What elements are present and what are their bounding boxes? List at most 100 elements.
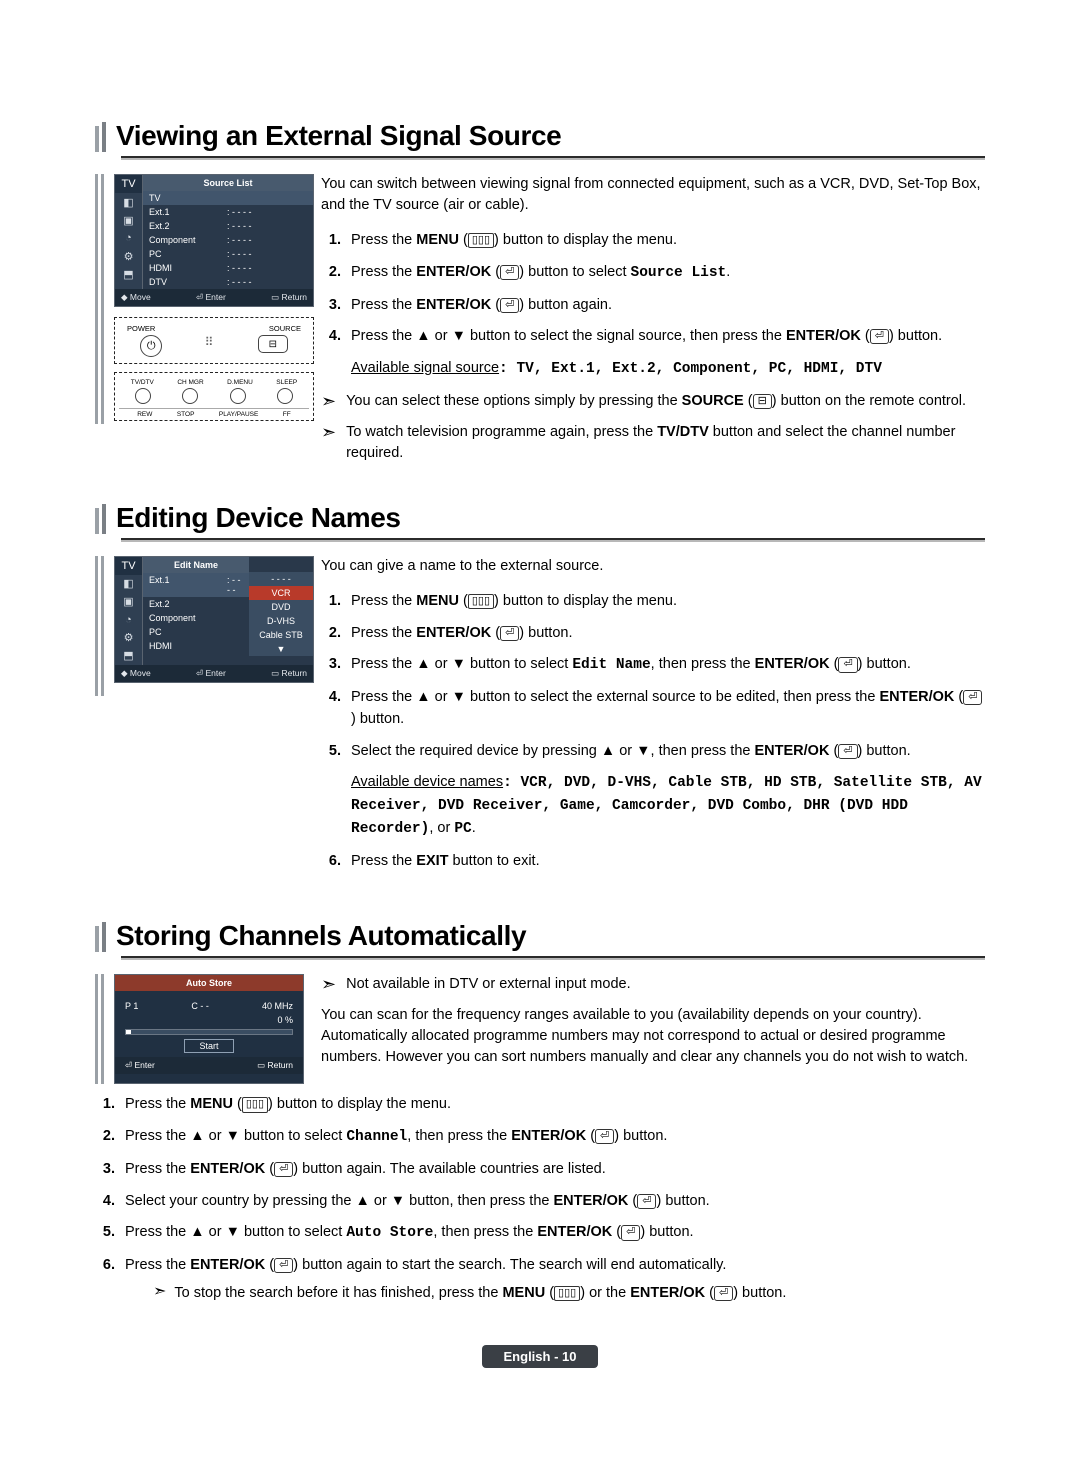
osd-title: Edit Name bbox=[143, 557, 249, 573]
osd-foot-return: ▭ Return bbox=[271, 668, 307, 679]
osd-source-list: TV ◧ ▣ ◔ ⚙ ⬒ Source List TV Ext.1: - - -… bbox=[114, 174, 314, 307]
enter-icon: ⏎ bbox=[274, 1258, 293, 1273]
osd-row-label: Ext.1 bbox=[149, 575, 219, 595]
osd-foot-enter: ⏎ Enter bbox=[196, 292, 226, 303]
step-1: Press the MENU (▯▯▯) button to display t… bbox=[345, 591, 985, 613]
osd-row-label: DTV bbox=[149, 277, 219, 287]
as-foot-enter: ⏎ Enter bbox=[125, 1060, 155, 1071]
page-number-pill: English - 10 bbox=[482, 1345, 599, 1368]
osd-row-label: PC bbox=[149, 249, 219, 259]
heading-bars-icon bbox=[95, 124, 106, 152]
osd-row-value: : - - - - bbox=[227, 221, 307, 231]
remote-label: PLAY/PAUSE bbox=[219, 411, 259, 418]
section1-steps: Press the MENU (▯▯▯) button to display t… bbox=[321, 230, 985, 381]
step-3: Press the ENTER/OK (⏎) button again. The… bbox=[119, 1159, 985, 1181]
osd-tab-tv: TV bbox=[115, 557, 142, 575]
osd-title: Source List bbox=[143, 175, 313, 191]
remote-label: D.MENU bbox=[227, 379, 253, 386]
note-arrow-icon: ➣ bbox=[321, 975, 336, 995]
avail-sources: : TV, Ext.1, Ext.2, Component, PC, HDMI,… bbox=[499, 361, 882, 377]
osd-row-label: Ext.2 bbox=[149, 221, 219, 231]
title-underline bbox=[121, 538, 985, 542]
enter-icon: ⏎ bbox=[637, 1194, 656, 1209]
enter-icon: ⏎ bbox=[500, 298, 519, 313]
note-tvdtv: ➣ To watch television programme again, p… bbox=[321, 422, 985, 464]
osd-row-label: Component bbox=[149, 613, 219, 623]
osd-option-selected: VCR bbox=[249, 586, 313, 600]
osd-row-label: HDMI bbox=[149, 263, 219, 273]
osd-edit-name: TV ◧ ▣ ◔ ⚙ ⬒ Edit Name Ext.1: - - - - bbox=[114, 556, 314, 683]
section2-lead: You can give a name to the external sour… bbox=[321, 556, 985, 577]
source-icon: ⊟ bbox=[753, 394, 772, 409]
step-3: Press the ENTER/OK (⏎) button again. bbox=[345, 295, 985, 317]
step-4: Press the ▲ or ▼ button to select the ex… bbox=[345, 687, 985, 731]
osd-row-label: TV bbox=[149, 193, 219, 203]
osd-tab-icon: ⚙ bbox=[115, 247, 142, 265]
note-arrow-icon: ➣ bbox=[321, 392, 336, 412]
osd-option: D-VHS bbox=[249, 614, 313, 628]
section3-lead: You can scan for the frequency ranges av… bbox=[321, 1005, 985, 1068]
heading-bars-icon bbox=[95, 924, 106, 952]
heading-bars-icon bbox=[95, 506, 106, 534]
osd-tab-icon: ◔ bbox=[115, 611, 142, 629]
enter-icon: ⏎ bbox=[500, 626, 519, 641]
osd-tab-icon: ▣ bbox=[115, 211, 142, 229]
osd-foot-move: ◆ Move bbox=[121, 668, 151, 679]
enter-icon: ⏎ bbox=[963, 690, 982, 705]
remote-source-label: SOURCE bbox=[269, 324, 301, 333]
side-bars-icon bbox=[95, 556, 104, 883]
menu-icon: ▯▯▯ bbox=[468, 233, 494, 248]
osd-row-value bbox=[227, 193, 307, 203]
remote-label: CH MGR bbox=[177, 379, 203, 386]
side-bars-icon bbox=[95, 174, 104, 464]
remote-label: REW bbox=[137, 411, 152, 418]
sub-note-stop: ➣ To stop the search before it has finis… bbox=[153, 1283, 985, 1305]
osd-row-value: : - - - - bbox=[227, 263, 307, 273]
section-title: Storing Channels Automatically bbox=[116, 920, 526, 952]
enter-icon: ⏎ bbox=[838, 744, 857, 759]
enter-icon: ⏎ bbox=[621, 1225, 640, 1240]
source-button-icon: ⊟ bbox=[258, 335, 288, 353]
enter-icon: ⏎ bbox=[274, 1162, 293, 1177]
osd-row-label: Ext.1 bbox=[149, 207, 219, 217]
osd-tab-icon: ◔ bbox=[115, 229, 142, 247]
remote-label: FF bbox=[283, 411, 291, 418]
osd-tab-icon: ◧ bbox=[115, 193, 142, 211]
osd-option: DVD bbox=[249, 600, 313, 614]
step-2: Press the ENTER/OK (⏎) button to select … bbox=[345, 262, 985, 285]
osd-auto-store: Auto Store P 1 C - - 40 MHz 0 % Start bbox=[114, 974, 304, 1084]
as-progress-bar bbox=[125, 1029, 293, 1035]
as-foot-return: ▭ Return bbox=[257, 1060, 293, 1071]
remote-power-label: POWER bbox=[127, 324, 155, 333]
menu-icon: ▯▯▯ bbox=[242, 1097, 268, 1112]
osd-foot-enter: ⏎ Enter bbox=[196, 668, 226, 679]
note-not-available: ➣ Not available in DTV or external input… bbox=[321, 974, 985, 995]
step-2: Press the ENTER/OK (⏎) button. bbox=[345, 623, 985, 645]
as-start-button: Start bbox=[184, 1039, 233, 1053]
remote-label: TV/DTV bbox=[131, 379, 154, 386]
as-title: Auto Store bbox=[115, 975, 303, 991]
note-arrow-icon: ➣ bbox=[321, 423, 336, 464]
remote-dots-icon: ⠿ bbox=[205, 335, 216, 357]
enter-icon: ⏎ bbox=[714, 1286, 733, 1301]
osd-tab-icon: ▣ bbox=[115, 593, 142, 611]
step-1: Press the MENU (▯▯▯) button to display t… bbox=[345, 230, 985, 252]
as-percent: 0 % bbox=[277, 1015, 293, 1025]
title-underline bbox=[121, 156, 985, 160]
enter-icon: ⏎ bbox=[500, 265, 519, 280]
osd-row-label: Component bbox=[149, 235, 219, 245]
osd-row-label: Ext.2 bbox=[149, 599, 219, 609]
step-1: Press the MENU (▯▯▯) button to display t… bbox=[119, 1094, 985, 1116]
osd-option-more-icon: ▼ bbox=[249, 642, 313, 656]
osd-row-value: : - - - - bbox=[227, 575, 243, 595]
osd-foot-move: ◆ Move bbox=[121, 292, 151, 303]
menu-icon: ▯▯▯ bbox=[468, 594, 494, 609]
osd-option: Cable STB bbox=[249, 628, 313, 642]
section-editing-names: Editing Device Names TV ◧ ▣ ◔ ⚙ bbox=[95, 502, 985, 883]
power-icon: ⏻ bbox=[140, 335, 162, 357]
title-underline bbox=[121, 956, 985, 960]
step-5: Press the ▲ or ▼ button to select Auto S… bbox=[119, 1222, 985, 1245]
step-6: Press the EXIT button to exit. bbox=[345, 851, 985, 873]
step-2: Press the ▲ or ▼ button to select Channe… bbox=[119, 1126, 985, 1149]
osd-tab-icon: ⬒ bbox=[115, 647, 142, 665]
